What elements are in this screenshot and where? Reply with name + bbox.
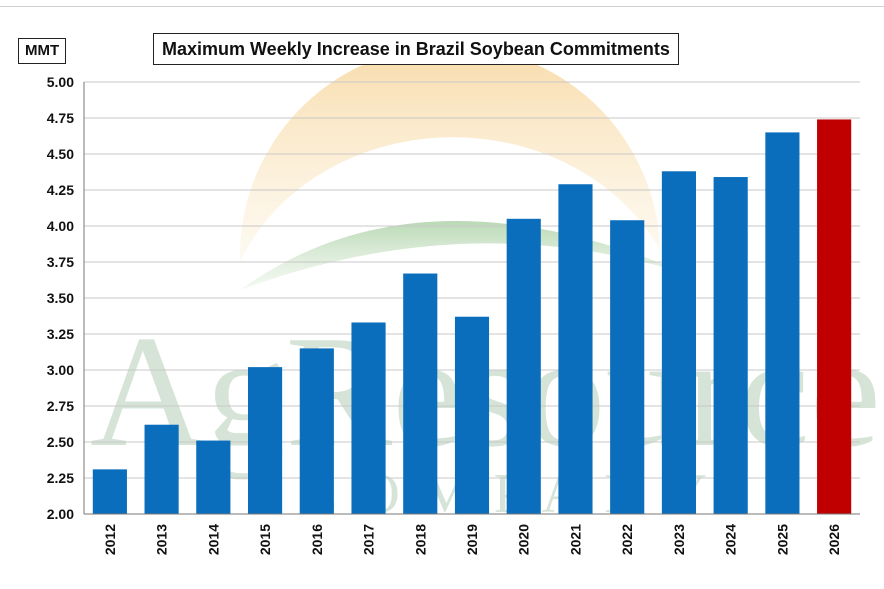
bar-2023: [661, 171, 697, 514]
axes: [83, 82, 860, 515]
watermark-sun-arc: [239, 45, 660, 262]
bar-2021: [558, 184, 593, 515]
y-tick-label: 5.00: [47, 74, 74, 90]
bar-2013: [144, 424, 179, 514]
x-tick-label: 2025: [774, 524, 790, 555]
y-tick-label: 2.75: [47, 398, 74, 414]
x-tick-label: 2022: [619, 524, 635, 555]
x-tick-label: 2026: [826, 524, 842, 555]
x-tick-label: 2021: [567, 524, 583, 555]
chart-title: Maximum Weekly Increase in Brazil Soybea…: [153, 33, 679, 65]
y-tick-label: 4.75: [47, 110, 74, 126]
y-tick-label: 4.00: [47, 218, 74, 234]
bar-series: [92, 119, 852, 515]
bar-2022: [610, 220, 645, 515]
bar-2012: [92, 469, 127, 514]
x-tick-label: 2023: [671, 524, 687, 555]
bar-2017: [351, 322, 386, 514]
y-tick-label: 3.75: [47, 254, 74, 270]
x-tick-label: 2019: [464, 524, 480, 555]
x-tick-labels: 2012 2013 2014 2015 2016 2017 2018 2019 2020 2021…: [102, 524, 842, 555]
unit-label: MMT: [18, 38, 67, 64]
x-tick-label: 2013: [154, 524, 170, 555]
bar-2015: [247, 367, 283, 514]
x-tick-label: 2018: [412, 524, 428, 555]
bar-2024: [713, 177, 748, 515]
x-tick-label: 2017: [361, 524, 377, 555]
y-tick-label: 3.00: [47, 362, 74, 378]
bar-2014: [196, 440, 231, 514]
top-divider: [0, 6, 884, 7]
bar-2020: [506, 218, 541, 515]
x-tick-label: 2012: [102, 524, 118, 555]
x-tick-label: 2015: [257, 524, 273, 555]
bar-2019: [454, 316, 490, 514]
y-tick-labels: 2.00 2.25 2.50 2.75 3.00 3.25 3.50 3.75 4.00 4.25…: [47, 74, 74, 522]
bar-2016: [299, 348, 334, 514]
y-tick-label: 3.50: [47, 290, 74, 306]
x-tick-label: 2016: [309, 524, 325, 555]
bar-2026: [817, 119, 852, 514]
x-tick-label: 2014: [205, 524, 221, 555]
y-tick-label: 4.25: [47, 182, 74, 198]
x-tick-label: 2024: [723, 524, 739, 555]
bar-2018: [403, 273, 438, 514]
y-tick-label: 3.25: [47, 326, 74, 342]
y-tick-label: 4.50: [47, 146, 74, 162]
x-tick-label: 2020: [516, 524, 532, 555]
bar-2025: [765, 132, 800, 514]
y-tick-label: 2.00: [47, 506, 74, 522]
y-tick-label: 2.25: [47, 470, 74, 486]
y-tick-label: 2.50: [47, 434, 74, 450]
